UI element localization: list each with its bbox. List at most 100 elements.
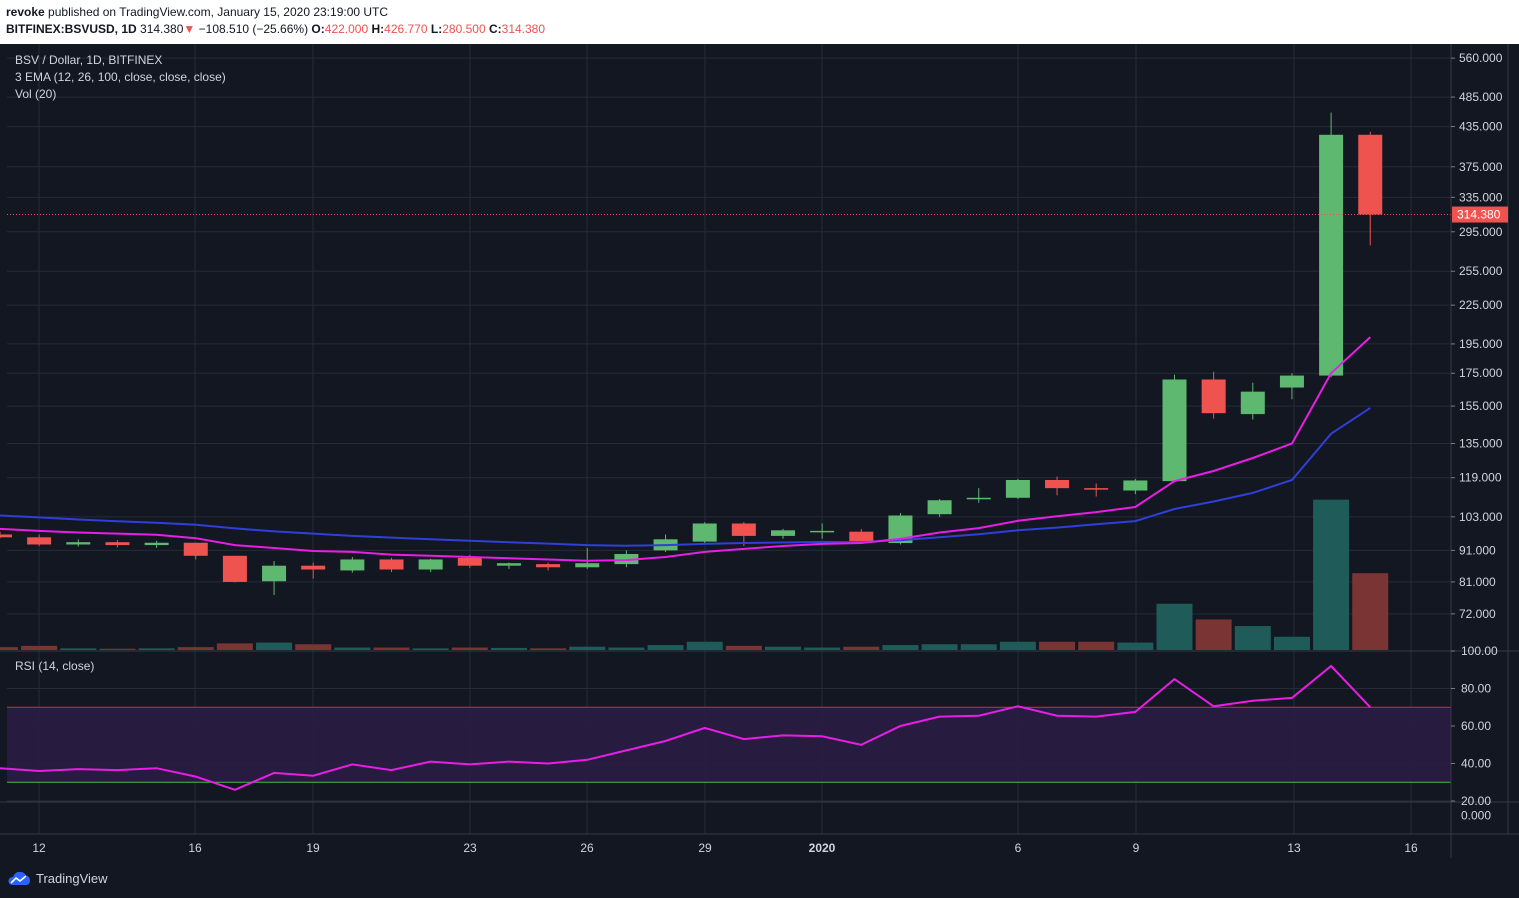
volume-bar-30 [1156,603,1193,650]
rsi-tick-label-1: 80.00 [1461,682,1491,696]
volume-bar-18 [686,641,723,650]
volume-bar-0 [0,647,18,650]
candle-body-8 [301,565,326,570]
chart-title: BSV / Dollar, 1D, BITFINEX [15,53,163,67]
rsi-band [7,707,1451,783]
candle-31 [1201,371,1226,419]
candle-25 [966,488,991,503]
rsi-tick-label-3: 40.00 [1461,757,1491,771]
low-value: 280.500 [442,22,486,36]
candle-10 [379,557,404,573]
volume-bar-25 [960,644,997,650]
rsi-tick-label-2: 60.00 [1461,719,1491,733]
candle-body-29 [1123,480,1148,491]
ema-legend[interactable]: 3 EMA (12, 26, 100, close, close, close) [15,70,226,84]
price-tick-label-11: 135.000 [1459,437,1503,451]
candle-body-20 [771,530,795,536]
candle-body-1 [27,537,52,545]
candles [0,112,1383,595]
candle-7 [262,561,287,595]
price-tick-label-4: 335.000 [1459,190,1503,204]
price-tick-label-6: 255.000 [1459,264,1503,278]
volume-bar-19 [725,645,762,650]
price-tick-label-12: 119.000 [1459,471,1502,485]
volume-legend[interactable]: Vol (20) [15,87,57,101]
candle-20 [771,528,795,539]
ohlc-line: BITFINEX:BSVUSD, 1D 314.380▼ −108.510 (−… [6,22,545,36]
volume-bar-14 [530,648,567,650]
rsi-tick-label-0: 100.00 [1461,644,1498,658]
candle-body-9 [340,559,365,571]
candle-28 [1084,483,1109,497]
price-tick-label-3: 375.000 [1459,160,1503,174]
symbol-label: BITFINEX:BSVUSD, 1D [6,22,137,36]
price-chart[interactable]: 560.000 485.000 435.000 375.000 335.000 295.0… [0,44,1519,862]
candle-body-15 [575,563,600,568]
price-tick-label-0: 560.000 [1459,51,1503,65]
price-tick-label-15: 81.000 [1459,575,1496,589]
x-tick-label-2: 19 [306,841,320,855]
x-tick-label-3: 23 [463,841,477,855]
candle-15 [575,548,600,569]
ema-fast-line [0,336,1371,562]
candle-19 [731,522,756,546]
candle-3 [105,540,130,548]
volume-bar-21 [804,647,841,650]
candle-4 [144,540,169,549]
indicator-lines [0,214,1451,791]
volume-bars [0,499,1389,650]
close-value: 314.380 [501,22,546,36]
volume-bar-9 [334,647,371,650]
candle-5 [183,542,208,560]
volume-bar-32 [1234,626,1271,650]
price-tick-label-9: 175.000 [1459,366,1503,380]
volume-bar-6 [216,643,253,650]
candle-17 [653,534,678,552]
volume-bar-13 [490,647,527,650]
price-tick-label-14: 91.000 [1459,543,1496,557]
rsi-legend[interactable]: RSI (14, close) [15,659,95,673]
volume-bar-11 [412,648,449,650]
candle-29 [1123,478,1148,495]
candle-body-6 [222,555,247,582]
tradingview-cloud-icon [8,871,31,885]
candle-16 [614,550,639,568]
brand-label: TradingView [36,871,108,886]
x-tick-label-5: 29 [698,841,712,855]
volume-bar-34 [1313,499,1350,650]
candle-body-27 [1045,479,1070,489]
volume-bar-23 [882,645,919,650]
x-tick-label-6: 2020 [809,841,836,855]
candle-body-34 [1319,134,1344,376]
candle-body-21 [810,530,835,533]
candle-32 [1240,382,1265,420]
x-tick-label-0: 12 [32,841,46,855]
volume-bar-2 [60,648,97,650]
x-tick-label-10: 16 [1404,841,1418,855]
published-text: published on TradingView.com, January 15… [48,5,389,19]
volume-bar-33 [1273,636,1310,650]
volume-bar-26 [999,641,1036,650]
candle-33 [1279,373,1304,400]
open-value: 422.000 [324,22,369,36]
candle-30 [1162,374,1187,483]
x-tick-label-9: 13 [1287,841,1301,855]
x-tick-label-8: 9 [1133,841,1140,855]
x-tick-label-1: 16 [188,841,202,855]
candle-11 [418,558,443,573]
price-tick-label-8: 195.000 [1459,337,1503,351]
open-label: O: [311,22,325,36]
candle-body-31 [1201,379,1226,414]
candle-9 [340,557,365,573]
candle-body-24 [927,500,952,515]
tradingview-logo[interactable]: TradingView [6,871,108,886]
author-name[interactable]: revoke [6,5,45,19]
candle-2 [66,539,91,547]
down-arrow-icon: ▼ [183,22,196,36]
candle-body-3 [105,542,130,546]
volume-bar-22 [843,646,880,650]
candle-body-30 [1162,379,1187,482]
volume-bar-20 [765,646,801,650]
volume-bar-29 [1117,642,1154,650]
candle-body-13 [496,563,521,566]
